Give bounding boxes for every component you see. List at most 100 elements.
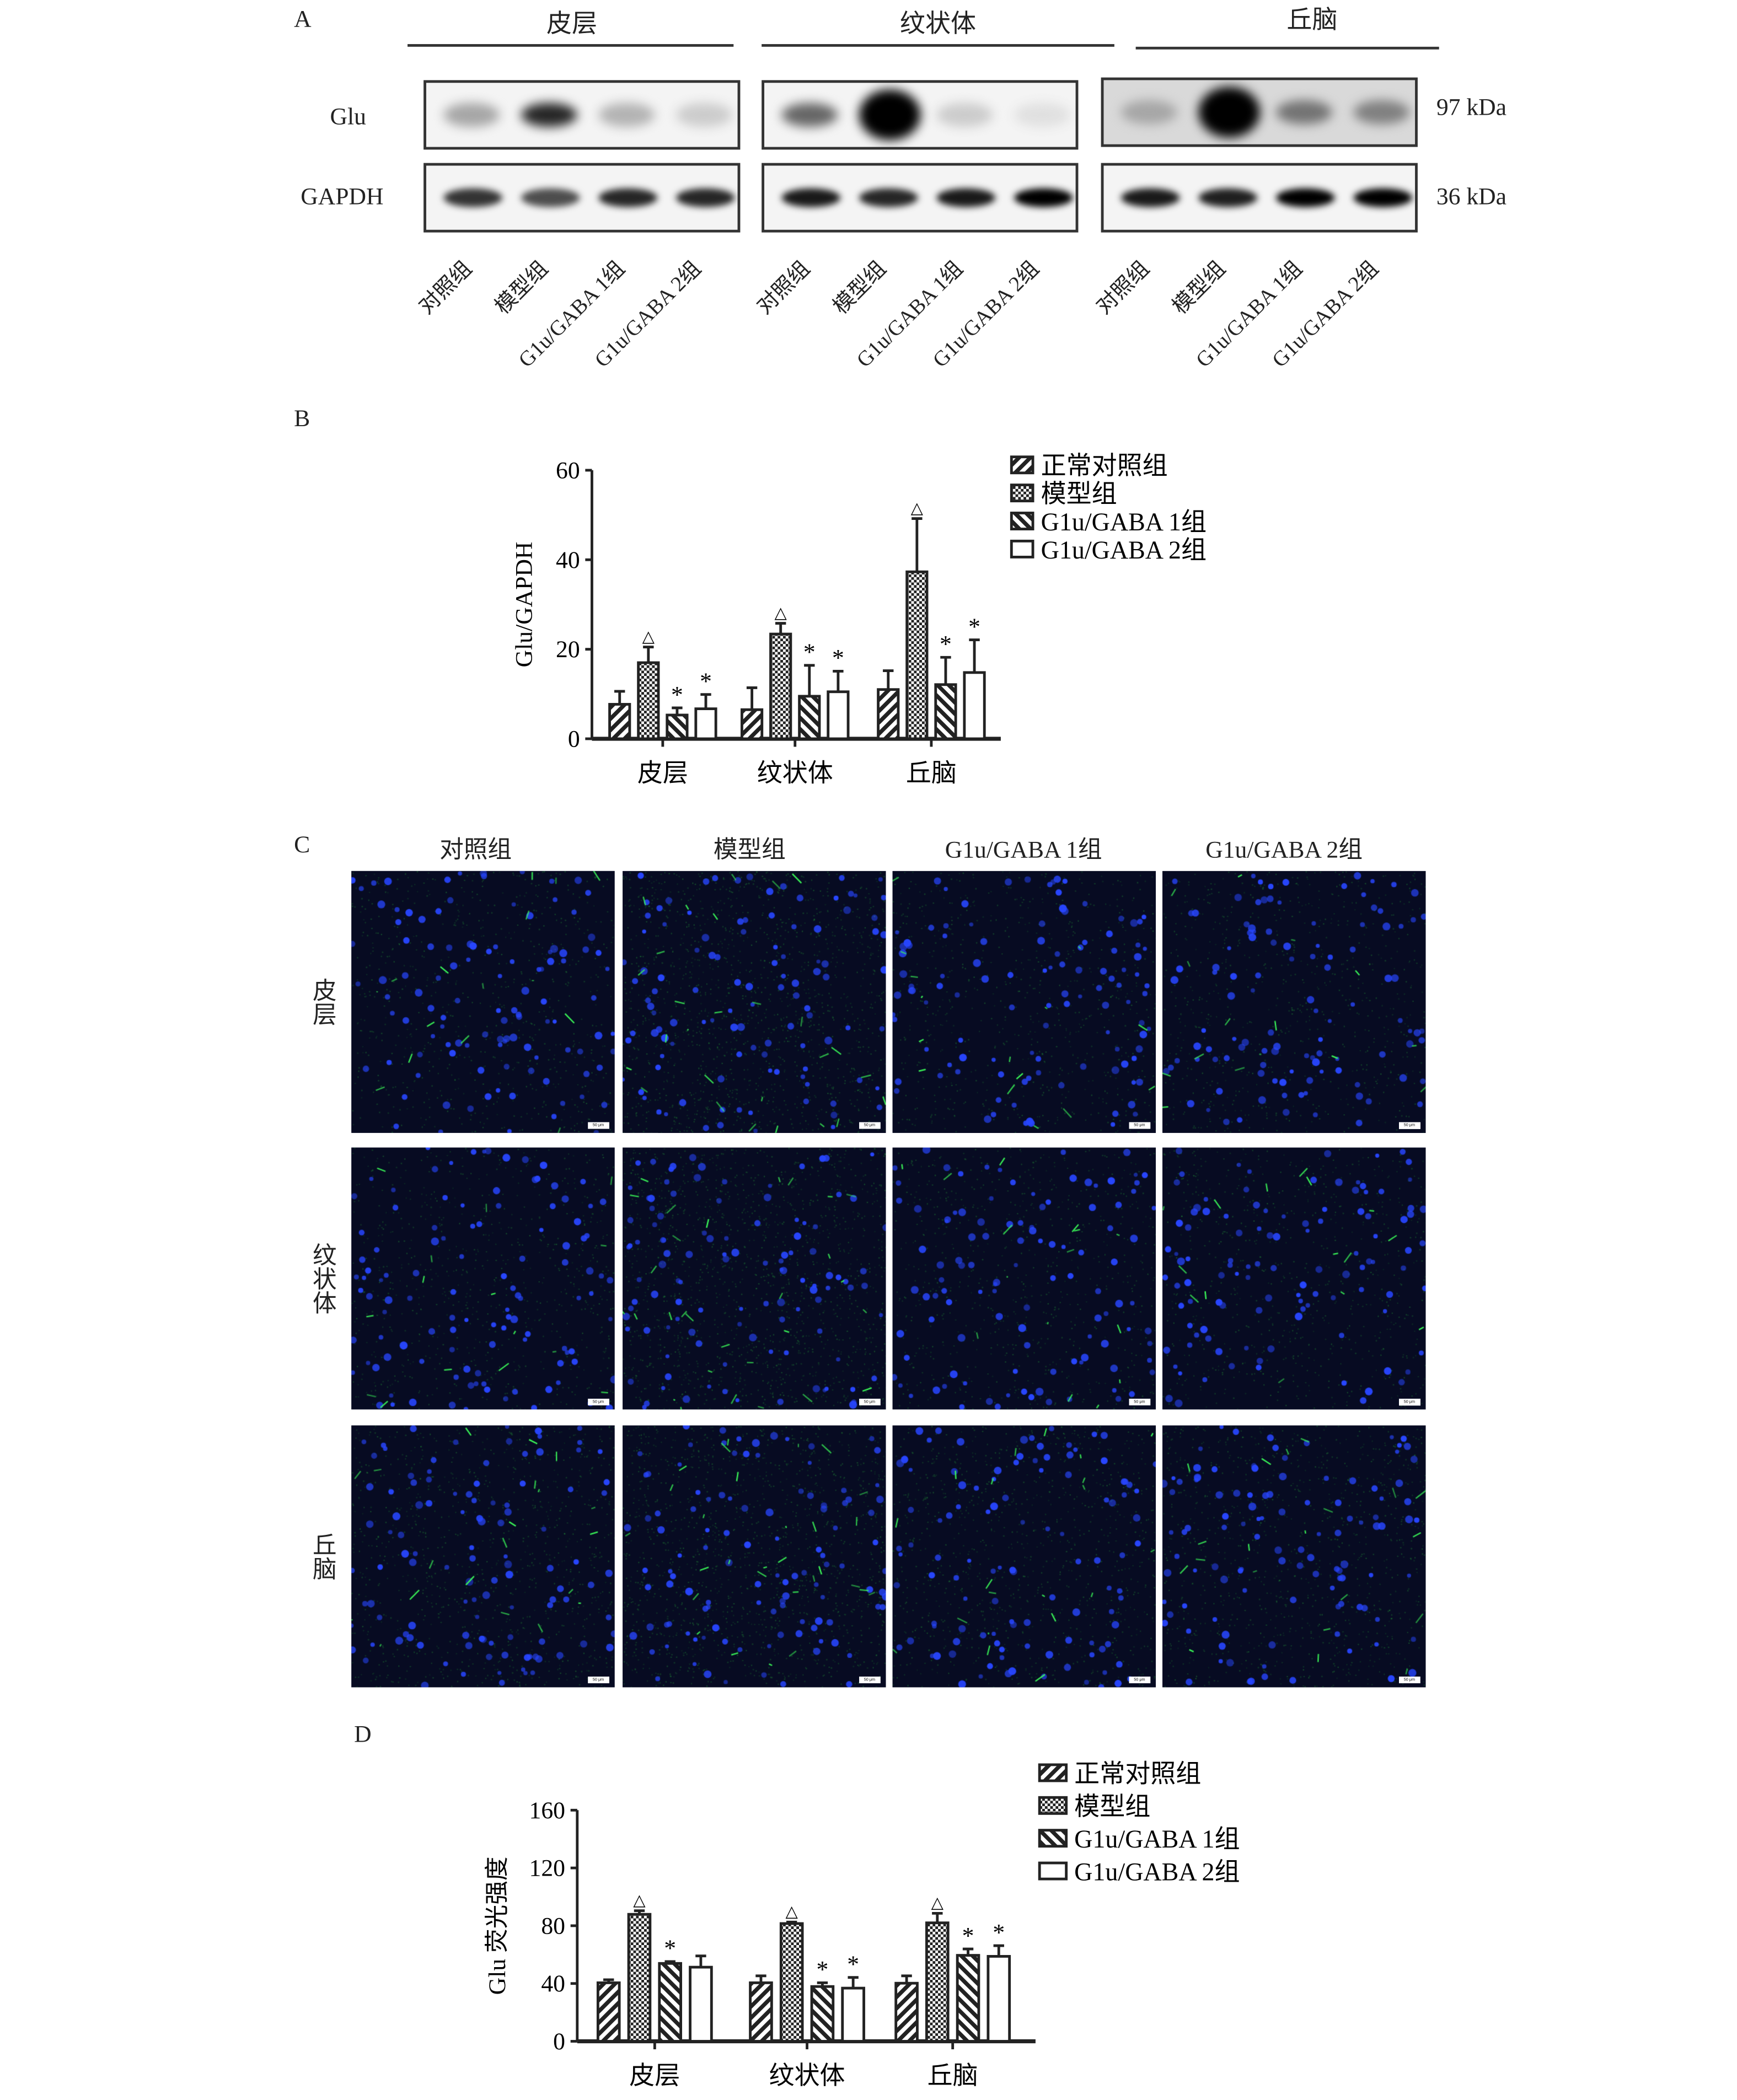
row-label-gapdh: GAPDH <box>301 182 384 210</box>
bar <box>694 707 717 740</box>
column-header: 对照组 <box>439 836 512 863</box>
row-header: 皮层 <box>310 978 337 1026</box>
region-header-striatum: 纹状体 <box>899 10 977 39</box>
significance-mark: △ <box>786 1903 798 1921</box>
blot-glu-region-0 <box>423 80 741 150</box>
bar <box>658 1962 682 2043</box>
y-tick-label: 20 <box>556 636 580 663</box>
micrograph <box>351 1425 615 1688</box>
band <box>1276 188 1335 207</box>
legend-label: 模型组 <box>1041 480 1117 508</box>
legend-label: 正常对照组 <box>1074 1759 1201 1787</box>
scale-bar: 50 μm <box>859 1122 881 1129</box>
legend-swatch <box>1038 1829 1068 1848</box>
bar <box>905 570 929 740</box>
region-header-cortex: 皮层 <box>546 10 598 39</box>
bar <box>741 708 764 740</box>
panel-c-label: C <box>294 831 310 858</box>
micrograph <box>892 871 1156 1133</box>
fluorescence-image: 50 μm <box>892 1425 1156 1688</box>
significance-mark: * <box>962 1922 974 1949</box>
region-divider <box>1135 46 1439 50</box>
region-header-thalamus: 丘脑 <box>1286 7 1338 35</box>
bar <box>779 1922 804 2043</box>
significance-mark: * <box>940 631 952 658</box>
legend-label: G1u/GABA 2组 <box>1041 536 1207 564</box>
micrograph <box>1162 871 1426 1133</box>
fluorescence-image: 50 μm <box>623 1425 886 1688</box>
significance-mark: * <box>847 1951 859 1978</box>
micrograph <box>351 1147 615 1410</box>
row-header: 丘脑 <box>310 1532 337 1581</box>
fluorescence-image: 50 μm <box>351 1147 615 1410</box>
band <box>1121 100 1177 125</box>
legend-swatch <box>1010 455 1034 475</box>
panel-d-label: D <box>354 1720 372 1748</box>
significance-mark: △ <box>633 1892 646 1909</box>
significance-mark: △ <box>642 628 655 646</box>
bar <box>689 1965 713 2043</box>
bar <box>798 695 821 740</box>
mw-label-glu: 97 kDa <box>1436 93 1507 121</box>
band <box>1014 103 1070 127</box>
legend-label: 模型组 <box>1074 1792 1150 1820</box>
fluorescence-image: 50 μm <box>351 1425 615 1688</box>
significance-mark: * <box>664 1935 676 1962</box>
bar <box>666 713 689 740</box>
band <box>1198 87 1260 138</box>
fluorescence-image: 50 μm <box>892 871 1156 1133</box>
micrograph <box>1162 1425 1426 1688</box>
bar <box>894 1981 919 2043</box>
x-tick-label: 纹状体 <box>769 2061 845 2090</box>
band <box>443 188 503 207</box>
band <box>676 188 735 207</box>
legend-label: 正常对照组 <box>1041 452 1168 480</box>
blot-glu-region-2 <box>1101 77 1418 147</box>
bar <box>956 1954 980 2043</box>
band <box>936 188 996 207</box>
legend-label: G1u/GABA 1组 <box>1074 1825 1240 1853</box>
x-tick-label: 丘脑 <box>928 2061 978 2090</box>
blot-gapdh-region-0 <box>423 163 741 233</box>
significance-mark: * <box>671 681 683 708</box>
band <box>1121 188 1180 207</box>
significance-mark: △ <box>775 604 787 622</box>
band <box>781 188 841 207</box>
band <box>1198 188 1258 207</box>
bar <box>877 688 900 740</box>
scale-bar: 50 μm <box>859 1398 881 1406</box>
band <box>859 188 918 207</box>
significance-mark: * <box>700 668 712 695</box>
row-header: 纹状体 <box>310 1242 337 1315</box>
micrograph <box>623 1425 886 1688</box>
bar <box>596 1981 621 2043</box>
chart-b: 0 20 40 60 Glu/GAPDH 皮层 △ * * 纹状体 △ * * 丘脑 △ * * 正常对照组模型组… <box>511 452 1207 787</box>
scale-bar: 50 μm <box>587 1398 609 1406</box>
bar <box>925 1921 950 2043</box>
micrograph <box>1162 1147 1426 1410</box>
scale-bar: 50 μm <box>1398 1676 1420 1684</box>
region-divider <box>408 44 734 47</box>
y-tick-label: 40 <box>556 547 580 573</box>
column-header: G1u/GABA 1组 <box>945 836 1102 863</box>
band <box>1353 100 1410 125</box>
blot-glu-region-1 <box>762 80 1079 150</box>
band <box>1014 188 1073 207</box>
bar <box>827 690 850 740</box>
legend-label: G1u/GABA 1组 <box>1041 508 1207 536</box>
y-tick-label: 0 <box>568 726 580 753</box>
scale-bar: 50 μm <box>1128 1398 1151 1406</box>
blot-gapdh-region-1 <box>762 163 1079 233</box>
column-header: G1u/GABA 2组 <box>1205 836 1363 863</box>
y-tick-label: 40 <box>541 1970 565 1997</box>
band <box>936 103 993 127</box>
band <box>781 103 838 127</box>
band <box>443 103 500 127</box>
bar <box>841 1986 865 2043</box>
y-tick-label: 60 <box>556 457 580 484</box>
significance-mark: △ <box>911 500 924 517</box>
bar <box>769 632 792 740</box>
fluorescence-image: 50 μm <box>1162 1425 1426 1688</box>
